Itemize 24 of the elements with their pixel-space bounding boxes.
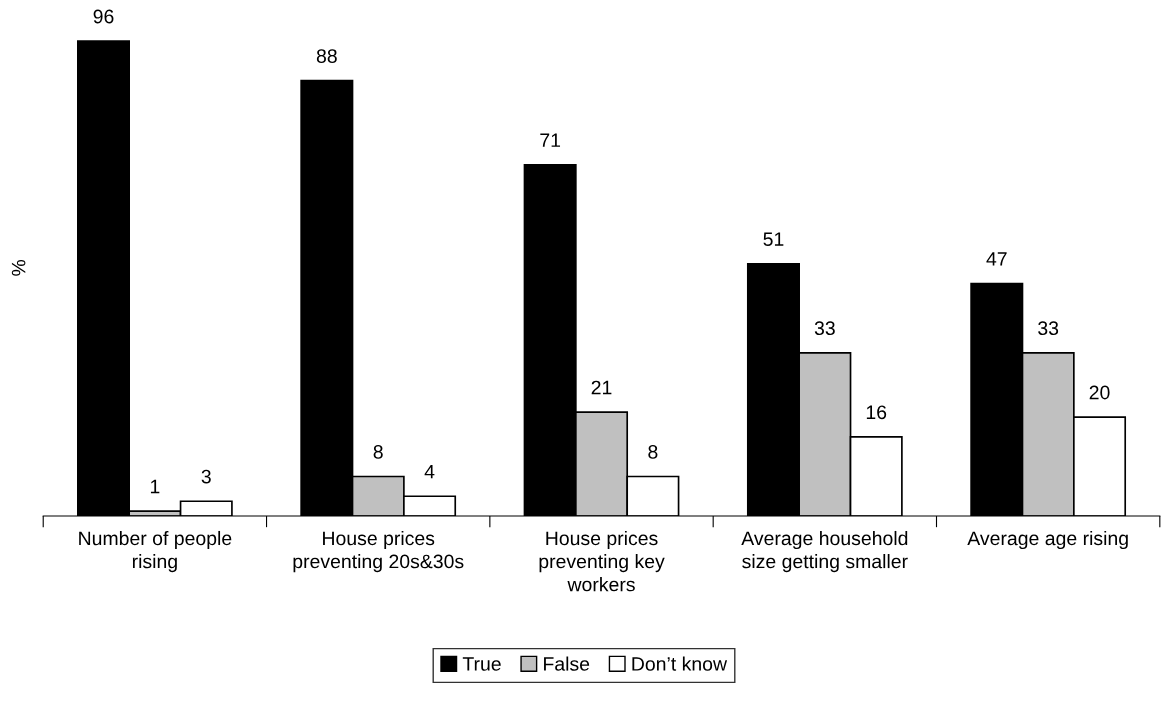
data-label: 51 bbox=[763, 232, 784, 247]
data-label: 8 bbox=[373, 444, 383, 459]
data-label: 33 bbox=[814, 321, 835, 336]
data-label: 16 bbox=[866, 405, 887, 420]
x-tick-label: Number of people rising bbox=[79, 530, 232, 573]
data-label: 33 bbox=[1038, 321, 1059, 336]
x-tick-label: House prices preventing 20s&30s bbox=[293, 530, 464, 573]
y-axis-title: % bbox=[11, 259, 26, 276]
data-label: 47 bbox=[986, 252, 1007, 266]
data-label: 3 bbox=[201, 469, 211, 484]
data-label: 4 bbox=[424, 464, 435, 479]
data-label: 21 bbox=[591, 380, 612, 395]
legend-label: True bbox=[462, 657, 501, 671]
data-label: 96 bbox=[93, 9, 114, 24]
legend-label: Don’t know bbox=[632, 656, 728, 671]
x-tick-label: Average household size getting smaller bbox=[741, 530, 908, 573]
legend-label: False bbox=[544, 656, 590, 671]
data-label: 1 bbox=[150, 479, 160, 494]
data-label: 20 bbox=[1089, 385, 1110, 400]
data-label: 71 bbox=[540, 133, 561, 147]
data-label: 88 bbox=[316, 49, 337, 63]
data-label: 8 bbox=[648, 444, 658, 459]
x-tick-label: House prices preventing key workers bbox=[539, 530, 665, 592]
x-tick-label: Average age rising bbox=[967, 530, 1128, 550]
